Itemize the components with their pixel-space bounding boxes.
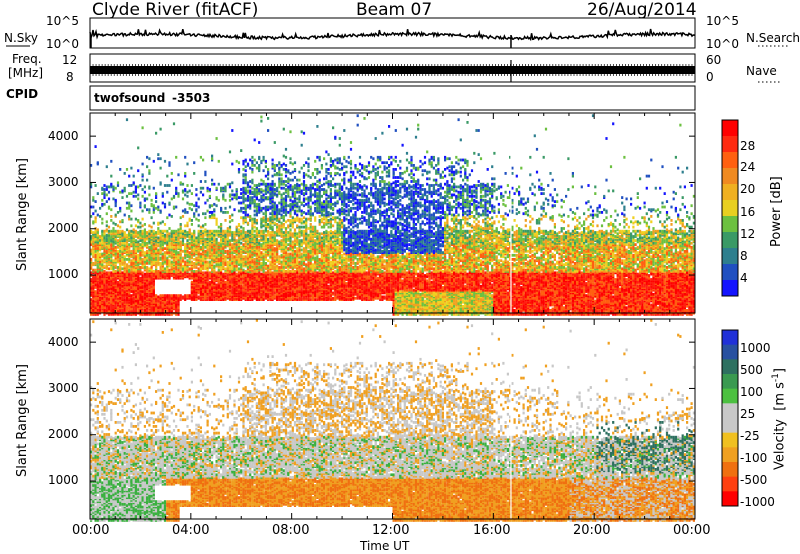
xlabel: Time UT	[360, 540, 409, 552]
vel-cb-m25: -25	[740, 430, 760, 442]
power-cb-12: 12	[740, 228, 755, 240]
vel-ytick-1000: 1000	[48, 474, 79, 486]
vel-ylabel: Slant Range [km]	[15, 364, 30, 477]
xtick-3: 12:00	[372, 524, 409, 537]
power-cb-20: 20	[740, 183, 755, 195]
power-ylabel: Slant Range [km]	[15, 158, 30, 271]
freq-tick-bottom: 8	[66, 71, 74, 83]
vel-cb-500: 500	[740, 364, 763, 376]
xtick-4: 16:00	[473, 524, 510, 537]
xtick-1: 04:00	[172, 524, 209, 537]
power-cb-28: 28	[740, 140, 755, 152]
power-colorbar	[721, 119, 739, 297]
vel-cb-m1000: -1000	[740, 496, 775, 508]
noise-right-tick-bottom: 10^0	[706, 38, 739, 50]
station-title: Clyde River (fitACF)	[92, 2, 258, 19]
power-heatmap	[89, 112, 696, 316]
velocity-colorbar	[721, 329, 739, 507]
cpid-panel	[89, 85, 696, 111]
noise-sky-label: N.Sky	[4, 32, 38, 44]
power-ytick-4000: 4000	[48, 130, 79, 142]
vel-ytick-2000: 2000	[48, 428, 79, 440]
nave-tick-top: 60	[706, 54, 721, 66]
noise-left-tick-top: 10^5	[46, 15, 79, 27]
freq-label: Freq.	[12, 53, 42, 65]
cpid-program-id: -3503	[172, 92, 210, 104]
xtick-0: 00:00	[72, 524, 109, 537]
vel-ytick-4000: 4000	[48, 336, 79, 348]
noise-search-label: N.Search	[746, 32, 800, 44]
cpid-program: twofsound	[94, 92, 165, 104]
power-ytick-2000: 2000	[48, 222, 79, 234]
noise-right-tick-top: 10^5	[706, 15, 739, 27]
freq-tick-top: 12	[62, 54, 77, 66]
vel-cb-25: 25	[740, 408, 755, 420]
vel-ytick-3000: 3000	[48, 382, 79, 394]
vel-cb-m500: -500	[740, 474, 767, 486]
date-title: 26/Aug/2014	[587, 2, 697, 19]
frequency-panel	[89, 53, 780, 83]
velocity-heatmap	[89, 318, 696, 522]
beam-title: Beam 07	[356, 2, 432, 19]
power-cb-8: 8	[740, 250, 748, 262]
nave-tick-bottom: 0	[706, 71, 714, 83]
vel-cb-100: 100	[740, 386, 763, 398]
cpid-label: CPID	[6, 88, 38, 100]
noise-left-tick-bottom: 10^0	[46, 38, 79, 50]
vel-cb-1000: 1000	[740, 342, 771, 354]
xtick-2: 08:00	[272, 524, 309, 537]
power-cb-16: 16	[740, 206, 755, 218]
vel-cb-label: Velocity [m s-1]	[771, 368, 787, 470]
freq-unit-label: [MHz]	[8, 67, 43, 79]
power-ytick-1000: 1000	[48, 268, 79, 280]
vel-cb-m100: -100	[740, 452, 767, 464]
nave-label: Nave	[746, 65, 777, 77]
xtick-6: 00:00	[673, 524, 710, 537]
power-cb-24: 24	[740, 161, 755, 173]
noise-panel	[6, 17, 790, 49]
xtick-5: 20:00	[573, 524, 610, 537]
power-cb-4: 4	[740, 272, 748, 284]
power-cb-label: Power [dB]	[769, 176, 784, 247]
power-ytick-3000: 3000	[48, 176, 79, 188]
